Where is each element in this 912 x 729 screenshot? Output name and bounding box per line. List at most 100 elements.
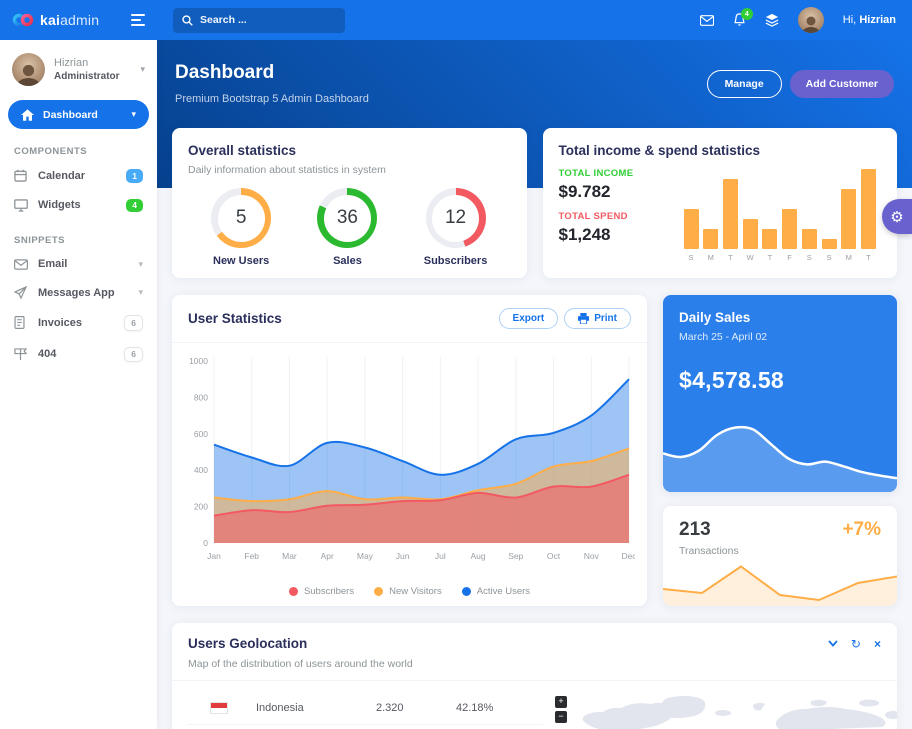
svg-text:1000: 1000 xyxy=(189,356,208,366)
legend-dot xyxy=(288,587,298,596)
svg-text:Jan: Jan xyxy=(207,551,221,561)
user-statistics-chart: 1000 800 600 400 200 0 Jan Feb Mar Apr May Jun Jul Au… xyxy=(172,343,647,584)
svg-text:Feb: Feb xyxy=(244,551,259,561)
search-icon xyxy=(182,14,193,26)
sidebar-item-email[interactable]: Email ▾ xyxy=(0,250,157,278)
geolocation-table: Indonesia 2.320 42.18% xyxy=(188,691,543,725)
bar-label: M xyxy=(845,253,852,262)
sidebar-item-widgets[interactable]: Widgets 4 xyxy=(0,191,157,221)
income-bar: T xyxy=(761,168,778,262)
gauge-ring: 5 xyxy=(211,188,272,248)
envelope-icon xyxy=(14,258,28,270)
gauge-new-users: 5 New Users xyxy=(211,188,272,267)
svg-text:Sep: Sep xyxy=(508,551,523,561)
layers-icon[interactable] xyxy=(765,13,779,27)
chevron-down-icon: ▾ xyxy=(138,258,143,269)
income-bar: W xyxy=(742,168,759,262)
total-spend-value: $1,248 xyxy=(558,225,611,244)
gauge-value: 36 xyxy=(323,194,371,242)
manage-button[interactable]: Manage xyxy=(706,70,782,98)
user-statistics-card: User Statistics Export Print 1000 800 600 4… xyxy=(172,295,647,606)
transactions-value: 213 xyxy=(679,519,711,540)
legend-item[interactable]: Active Users xyxy=(461,586,530,597)
search-box[interactable] xyxy=(173,7,345,33)
svg-text:Apr: Apr xyxy=(321,551,334,561)
paper-plane-icon xyxy=(14,286,28,299)
legend-dot xyxy=(461,587,471,596)
close-icon[interactable]: × xyxy=(873,636,881,651)
sidebar-toggle-icon[interactable] xyxy=(131,14,145,26)
profile-avatar xyxy=(12,53,45,86)
legend-label: Subscribers xyxy=(303,586,355,597)
svg-text:200: 200 xyxy=(194,502,208,512)
sidebar: Hizrian Administrator ▾ Dashboard ▾ COMP… xyxy=(0,40,157,729)
sales-amount: $4,578.58 xyxy=(679,367,785,393)
sidebar-item-invoices[interactable]: Invoices 6 xyxy=(0,307,157,339)
legend-item[interactable]: New Visitors xyxy=(374,586,442,597)
legend-dot xyxy=(374,587,384,596)
user-greeting[interactable]: Hi, Hizrian xyxy=(842,14,896,26)
total-spend-label: TOTAL SPEND xyxy=(558,211,628,222)
refresh-icon[interactable]: ↻ xyxy=(850,636,861,651)
home-icon xyxy=(21,108,34,121)
sales-wave-chart xyxy=(663,425,897,492)
signpost-icon xyxy=(14,348,28,361)
country-name: Indonesia xyxy=(256,701,304,714)
legend-label: New Visitors xyxy=(389,586,442,597)
svg-text:600: 600 xyxy=(194,429,208,439)
income-spend-card: Total income & spend statistics TOTAL IN… xyxy=(542,128,897,278)
income-bar: T xyxy=(860,168,877,262)
sidebar-item-label: Dashboard xyxy=(43,108,98,121)
messages-icon[interactable] xyxy=(699,14,714,26)
sidebar-menu: COMPONENTS Calendar 1 Widgets 4 SNIPPETS Email… xyxy=(0,131,157,370)
sidebar-item-messages-app[interactable]: Messages App ▾ xyxy=(0,278,157,307)
income-bar: T xyxy=(722,168,739,262)
profile-caret-icon[interactable]: ▾ xyxy=(140,64,145,74)
bar-label: S xyxy=(826,253,832,262)
svg-text:Dec: Dec xyxy=(621,551,635,561)
bar-label: T xyxy=(866,253,871,262)
add-customer-button[interactable]: Add Customer xyxy=(789,70,894,98)
chevron-down-icon: ▾ xyxy=(131,109,136,119)
desktop-icon xyxy=(14,199,28,212)
profile-role: Administrator xyxy=(54,71,120,82)
print-button[interactable]: Print xyxy=(564,308,631,329)
legend-item[interactable]: Subscribers xyxy=(288,586,355,597)
sidebar-item-label: Email xyxy=(38,258,68,270)
card-subtitle: Map of the distribution of users around … xyxy=(172,651,897,681)
gauge-label: Subscribers xyxy=(423,255,488,267)
bar-label: M xyxy=(707,253,714,262)
collapse-chevron-icon[interactable] xyxy=(828,640,838,647)
bar-label: S xyxy=(806,253,812,262)
sidebar-item-calendar[interactable]: Calendar 1 xyxy=(0,161,157,191)
daily-sales-card: Daily Sales March 25 - April 02 $4,578.5… xyxy=(663,295,897,492)
gauge-ring: 12 xyxy=(425,188,486,248)
total-income-value: $9.782 xyxy=(558,182,611,201)
bar-label: F xyxy=(787,253,792,262)
notification-badge: 4 xyxy=(740,8,753,20)
notifications-icon[interactable]: 4 xyxy=(733,8,753,27)
table-row: Indonesia 2.320 42.18% xyxy=(188,691,543,725)
search-input[interactable] xyxy=(200,14,336,26)
page-header: Dashboard Premium Bootstrap 5 Admin Dash… xyxy=(157,40,912,188)
chart-legend: Subscribers New Visitors Active Users xyxy=(172,586,647,597)
sidebar-item-dashboard[interactable]: Dashboard ▾ xyxy=(8,100,149,129)
sidebar-section-label: COMPONENTS xyxy=(14,146,88,157)
sidebar-section-label: SNIPPETS xyxy=(14,235,65,246)
bar-label: T xyxy=(767,253,773,262)
sidebar-item-404[interactable]: 404 6 xyxy=(0,339,157,371)
chevron-down-icon: ▾ xyxy=(138,287,143,297)
export-button[interactable]: Export xyxy=(498,308,559,329)
map-zoom-out-button[interactable]: − xyxy=(555,711,567,723)
users-geolocation-card: Users Geolocation ↻ × Map of the distrib… xyxy=(172,623,897,729)
sidebar-item-badge: 1 xyxy=(126,169,143,183)
map-zoom-in-button[interactable]: + xyxy=(555,696,567,708)
sidebar-profile[interactable]: Hizrian Administrator ▾ xyxy=(0,40,157,96)
user-avatar[interactable] xyxy=(797,7,824,33)
settings-fab[interactable]: ⚙ xyxy=(882,199,912,234)
card-title: User Statistics xyxy=(188,311,282,326)
gauge-ring: 36 xyxy=(317,188,378,248)
card-title: Overall statistics xyxy=(188,143,297,158)
